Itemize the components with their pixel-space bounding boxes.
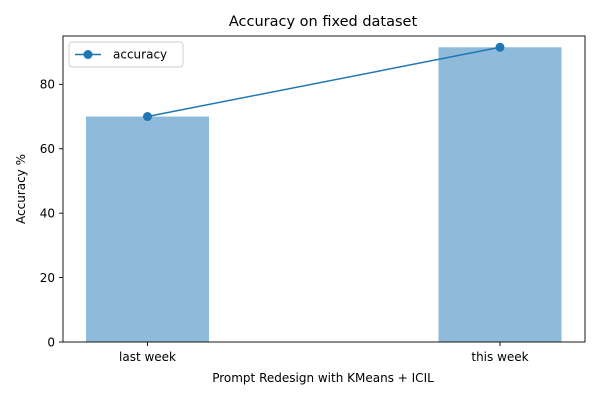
y-tick-label-0: 0 [47,335,55,349]
accuracy-point-this-week [495,42,505,52]
bar-this-week [438,47,562,343]
x-axis-ticks: last week this week [119,342,529,364]
legend-entry-accuracy: accuracy [113,48,167,62]
legend: accuracy [68,41,184,68]
y-tick-label-40: 40 [40,206,55,220]
chart-title: Accuracy on fixed dataset [229,14,418,30]
legend-box [68,41,184,68]
x-tick-label-this-week: this week [471,350,528,364]
line-series-group [143,42,505,122]
bar-last-week [86,116,209,343]
x-tick-label-last-week: last week [119,350,176,364]
accuracy-point-last-week [143,112,152,122]
y-axis-label: Accuracy % [14,154,28,224]
y-tick-label-60: 60 [40,142,55,156]
y-axis-ticks: 0 20 40 60 80 [40,78,63,349]
y-tick-label-80: 80 [40,78,55,92]
plot-frame [62,35,586,343]
y-tick-label-20: 20 [40,271,55,285]
legend-marker-swatch [83,50,93,59]
accuracy-line [147,46,501,118]
bar-group [86,47,562,343]
x-axis-label: Prompt Redesign with KMeans + ICIL [212,371,434,385]
